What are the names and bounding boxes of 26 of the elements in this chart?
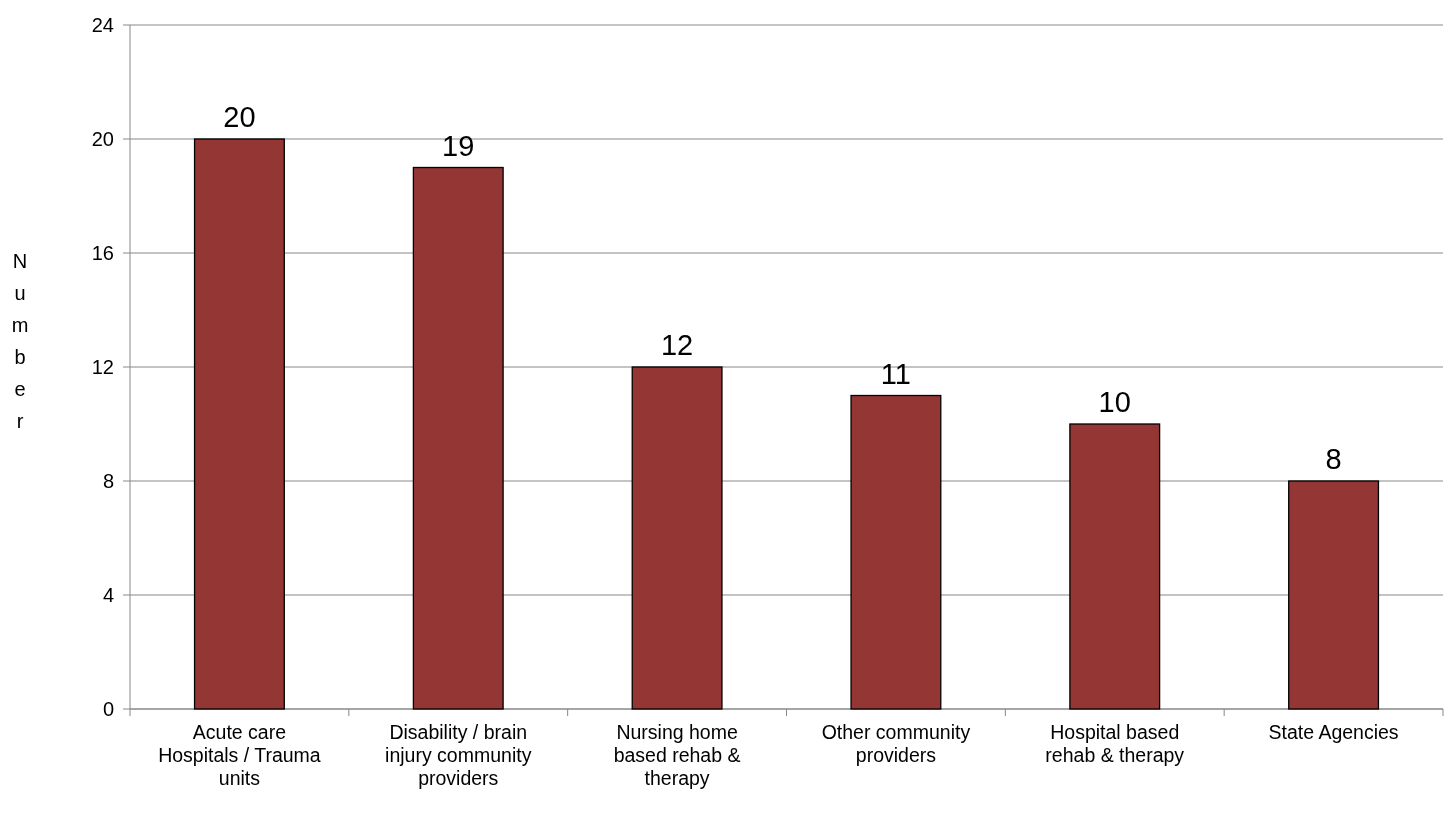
data-label: 11 bbox=[880, 357, 911, 390]
bar bbox=[850, 394, 942, 710]
x-tick-label: Acute care Hospitals / Trauma units bbox=[158, 721, 321, 789]
y-tick-label: 24 bbox=[91, 14, 114, 36]
x-tick-label: State Agencies bbox=[1268, 721, 1399, 743]
data-label: 10 bbox=[1098, 386, 1131, 418]
data-label: 8 bbox=[1325, 443, 1342, 475]
x-tick-label: Disability / brain injury community providers bbox=[385, 721, 532, 789]
y-tick-label: 12 bbox=[91, 356, 114, 378]
bar bbox=[193, 138, 285, 710]
x-tick-label: Hospital based rehab & therapy bbox=[1045, 721, 1185, 766]
data-label: 20 bbox=[223, 101, 256, 133]
y-tick-label: 0 bbox=[102, 698, 114, 720]
bar bbox=[1069, 423, 1161, 710]
y-tick-label: 20 bbox=[91, 128, 114, 150]
y-tick-label: 16 bbox=[91, 242, 114, 264]
y-axis-title: Number bbox=[11, 250, 29, 432]
y-tick-label: 4 bbox=[102, 584, 114, 606]
data-label: 19 bbox=[442, 129, 475, 162]
bar bbox=[1288, 480, 1380, 710]
data-label: 12 bbox=[660, 329, 694, 361]
x-tick-label: Nursing home based rehab & therapy bbox=[613, 721, 741, 789]
bar bbox=[631, 366, 723, 710]
bar bbox=[412, 166, 504, 710]
y-tick-label: 8 bbox=[102, 470, 114, 492]
x-tick-label: Other community providers bbox=[821, 721, 971, 766]
